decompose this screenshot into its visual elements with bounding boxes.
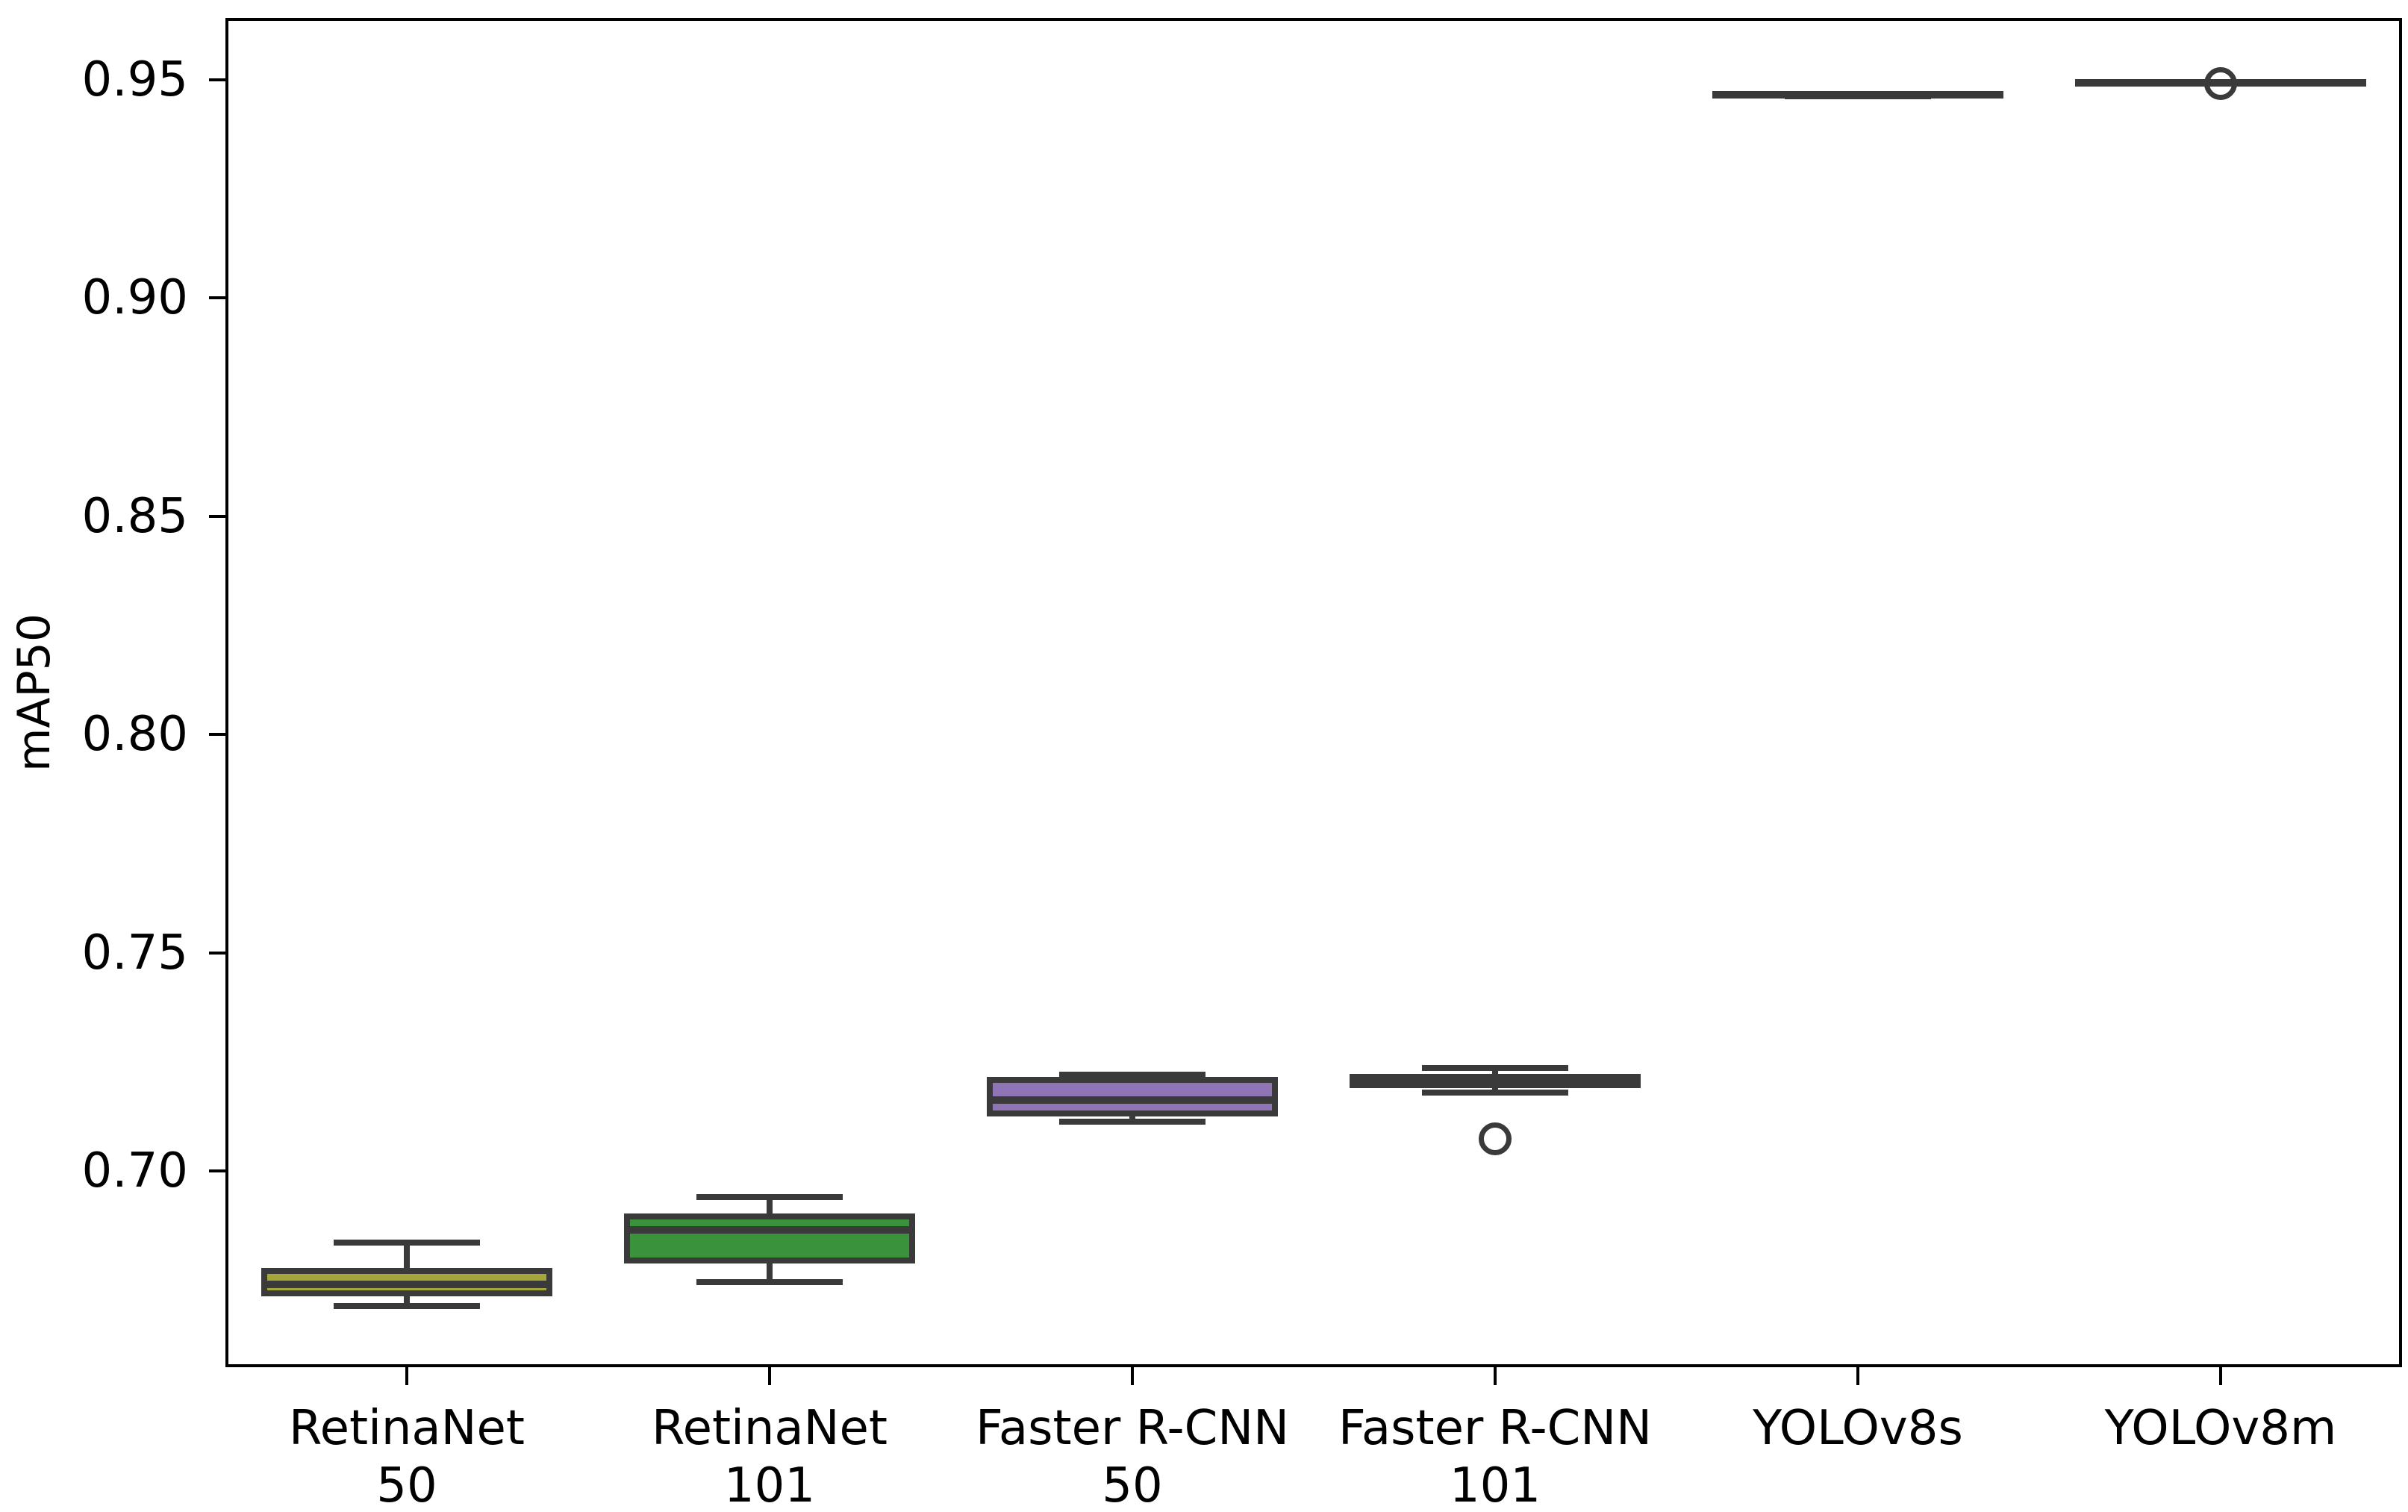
- x-tick: [1131, 1367, 1134, 1385]
- median-line: [630, 1225, 909, 1234]
- x-tick: [405, 1367, 408, 1385]
- x-category-label-retinanet-101: RetinaNet 101: [652, 1401, 888, 1512]
- y-tick-label: 0.70: [81, 1143, 189, 1199]
- whisker-cap-low: [1422, 1089, 1568, 1096]
- median-line: [267, 1280, 546, 1288]
- x-tick: [768, 1367, 771, 1385]
- y-tick-label: 0.90: [81, 270, 189, 326]
- outlier-point: [2204, 67, 2237, 101]
- x-category-label-retinanet-50: RetinaNet 50: [289, 1401, 525, 1512]
- y-tick: [209, 514, 225, 518]
- whisker-cap-high: [334, 1240, 480, 1246]
- median-line: [993, 1096, 1272, 1104]
- whisker-cap-low: [1059, 1119, 1205, 1125]
- x-tick: [1494, 1367, 1497, 1385]
- y-tick: [209, 78, 225, 82]
- x-category-label-faster-r-cnn-50: Faster R-CNN 50: [975, 1401, 1290, 1512]
- y-tick: [209, 951, 225, 955]
- x-tick: [1856, 1367, 1859, 1385]
- x-category-label-faster-r-cnn-101: Faster R-CNN 101: [1338, 1401, 1653, 1512]
- box-rect: [624, 1213, 915, 1263]
- outlier-point: [1479, 1122, 1512, 1155]
- whisker-cap-low: [696, 1278, 843, 1285]
- y-tick: [209, 296, 225, 300]
- plot-area: [225, 18, 2402, 1367]
- y-tick: [209, 733, 225, 737]
- y-tick: [209, 1169, 225, 1172]
- median-line: [1356, 1075, 1635, 1084]
- x-category-label-yolov8m: YOLOv8m: [2104, 1401, 2337, 1456]
- whisker-cap-low: [334, 1303, 480, 1310]
- y-tick-label: 0.80: [81, 707, 189, 763]
- whisker-cap-high: [1059, 1071, 1205, 1078]
- y-tick-label: 0.85: [81, 488, 189, 544]
- y-tick-label: 0.95: [81, 52, 189, 108]
- x-tick: [2219, 1367, 2222, 1385]
- whisker-cap-high: [1422, 1065, 1568, 1072]
- box-collapsed: [1712, 91, 2003, 99]
- whisker-cap-high: [696, 1193, 843, 1200]
- x-category-label-yolov8s: YOLOv8s: [1753, 1401, 1963, 1456]
- y-tick-label: 0.75: [81, 925, 189, 981]
